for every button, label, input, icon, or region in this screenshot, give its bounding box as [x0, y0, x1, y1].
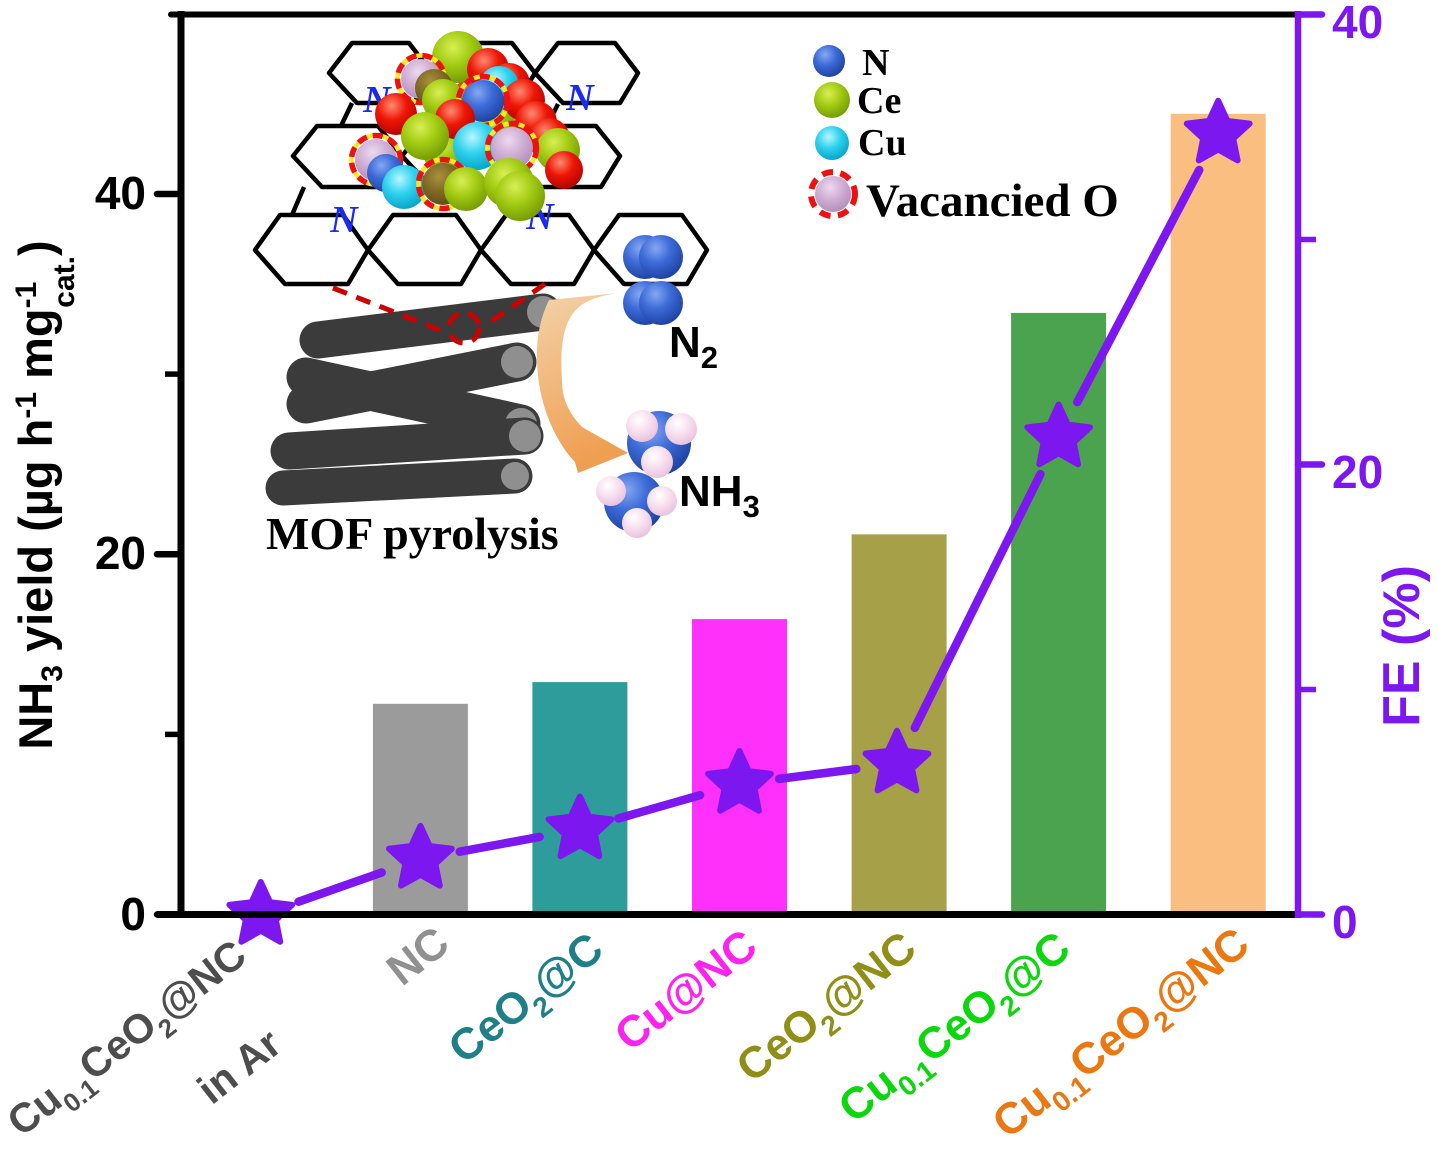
svg-text:20: 20: [1332, 446, 1383, 498]
svg-text:FE (%): FE (%): [1373, 565, 1431, 727]
svg-text:20: 20: [95, 527, 146, 579]
svg-text:40: 40: [1332, 0, 1383, 48]
svg-text:N: N: [862, 42, 889, 84]
svg-text:N: N: [329, 199, 359, 241]
svg-text:N: N: [565, 77, 595, 119]
svg-text:Vacancied O: Vacancied O: [866, 175, 1119, 227]
svg-text:40: 40: [95, 167, 146, 219]
svg-text:Ce: Ce: [857, 80, 901, 122]
svg-text:MOF pyrolysis: MOF pyrolysis: [266, 508, 559, 559]
svg-text:0: 0: [120, 888, 146, 940]
svg-text:0: 0: [1332, 896, 1358, 948]
svg-text:Cu: Cu: [858, 122, 907, 164]
